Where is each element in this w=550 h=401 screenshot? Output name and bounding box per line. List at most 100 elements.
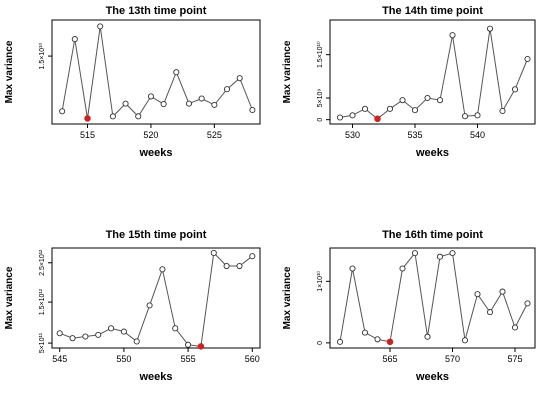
data-point [424,94,431,102]
panels: The 13th time point 515 520 525 1.5×10¹⁰ week… [4,5,536,383]
y-tick-label: 5×10¹¹ [39,332,46,353]
data-point [135,113,142,120]
data-point [499,288,506,295]
chart-title: The 16th time point [382,229,483,241]
y-tick-label: 0 [317,118,324,122]
plot-frame [51,19,261,125]
x-tick-label: 515 [80,130,95,140]
y-tick-label: 2.5×10¹² [39,249,46,276]
data-point [411,250,419,257]
data-point [97,23,104,30]
data-point [424,333,431,340]
x-tick-label: 540 [470,130,485,140]
data-point [361,105,369,112]
x-tick-label: 525 [207,130,222,140]
x-tick-label: 535 [407,130,422,140]
x-axis-label: weeks [138,371,172,383]
data-point [236,75,243,82]
data-point [236,262,243,270]
data-point [524,55,531,63]
series-line [61,26,253,119]
data-point [71,36,78,43]
data-point [223,86,231,93]
data-point [374,336,381,343]
highlighted-data-point [374,115,381,123]
x-tick-label: 545 [52,354,67,364]
data-point [249,253,256,260]
data-point [386,105,394,112]
y-axis-label: Max variance [282,266,293,329]
x-tick-label: 550 [116,354,131,364]
data-point [461,337,469,344]
highlighted-data-point [197,343,205,350]
data-point [399,97,406,104]
highlighted-data-point [386,338,394,346]
data-point [349,265,356,272]
data-point [211,101,218,108]
data-point [95,331,102,338]
data-point [59,108,66,115]
y-tick-label: 5×10⁹ [317,89,324,108]
data-point [474,112,481,119]
chart-panel-2: The 14th time point 530 535 540 0 5×10⁹ 1.5×10… [282,5,536,159]
data-point [173,69,180,76]
plot-frame [329,19,536,125]
data-point [436,253,444,260]
data-point [511,324,519,331]
y-tick-label: 1.5×10¹⁰ [38,43,46,70]
data-point [449,250,456,257]
x-tick-label: 560 [245,354,260,364]
chart-title: The 14th time point [382,5,483,17]
data-point [436,97,444,104]
data-point [511,86,519,93]
data-point [82,333,89,340]
data-point [185,100,193,107]
x-axis-label: weeks [415,147,449,159]
data-point [133,338,140,345]
y-tick-label: 1.5×10¹⁰ [316,41,324,68]
chart-title: The 13th time point [106,5,207,17]
data-point [249,106,256,114]
x-tick-label: 575 [507,354,522,364]
data-point [210,249,217,256]
data-point [172,325,179,332]
chart-panel-4: The 16th time point 565 570 575 0 1×10¹⁰ weeks… [282,229,536,383]
x-axis-label: weeks [415,371,449,383]
data-point [120,328,127,335]
data-point [486,309,494,316]
x-tick-label: 530 [345,130,360,140]
data-point [474,291,481,298]
x-axis-label: weeks [138,147,172,159]
data-point [486,25,494,32]
x-tick-label: 565 [382,354,397,364]
data-point [524,300,531,307]
data-point [361,329,369,336]
y-tick-label: 1×10¹⁰ [316,271,324,292]
x-tick-label: 570 [445,354,460,364]
plot-frame [329,247,536,349]
y-axis-label: Max variance [282,40,293,103]
data-point [160,100,167,108]
y-axis-label: Max variance [4,40,15,103]
data-point [399,265,406,272]
data-point [159,266,166,273]
data-point [223,262,230,270]
x-tick-label: 555 [181,354,196,364]
chart-title: The 15th time point [106,229,207,241]
data-point [56,330,63,337]
chart-panel-1: The 13th time point 515 520 525 1.5×10¹⁰ week… [4,5,261,159]
y-axis-label: Max variance [4,266,15,329]
series-line [339,251,528,343]
data-point [499,107,506,115]
plot-frame [51,247,261,349]
data-point [336,114,344,121]
data-point [108,325,115,332]
highlighted-data-point [84,115,91,122]
data-point [461,113,469,120]
data-point [411,107,419,114]
data-point [198,95,205,102]
y-tick-label: 1.5×10¹² [39,288,46,315]
data-point [349,112,356,119]
data-point [449,32,456,39]
